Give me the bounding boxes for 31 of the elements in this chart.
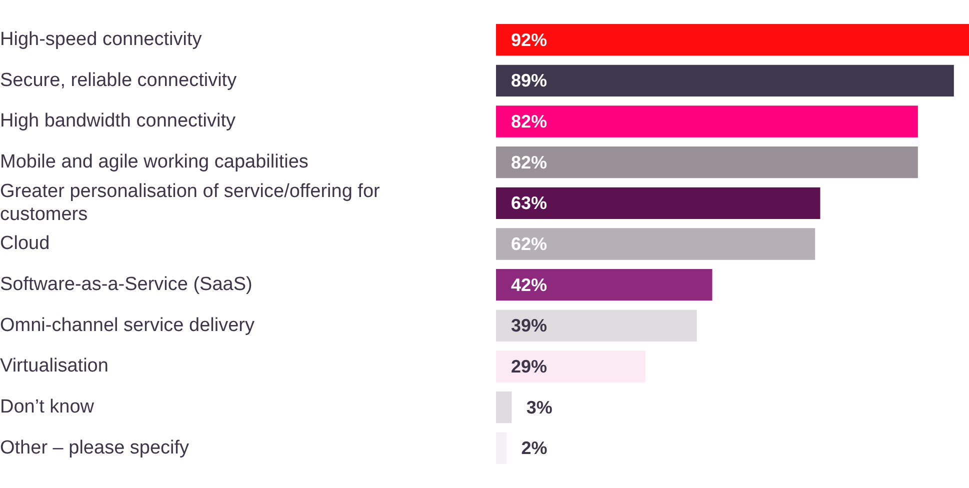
y-tick-label: High-speed connectivity: [0, 29, 202, 50]
bar: [496, 64, 954, 96]
y-tick-label: Virtualisation: [0, 356, 108, 377]
y-tick-label: Cloud: [0, 233, 50, 254]
data-label: 89%: [511, 70, 548, 91]
y-tick-label: Secure, reliable connectivity: [0, 70, 238, 91]
data-label: 82%: [511, 152, 548, 172]
data-label: 62%: [511, 234, 548, 254]
data-label: 63%: [511, 193, 548, 214]
data-label: 92%: [511, 30, 548, 50]
y-tick-label: Omni-channel service delivery: [0, 314, 255, 336]
y-tick-label: Software-as-a-Service (SaaS): [0, 274, 252, 296]
bar: [496, 310, 697, 342]
y-tick-label: Don’t know: [0, 396, 94, 418]
data-label: 82%: [511, 111, 548, 132]
bar: [496, 228, 816, 260]
y-tick-label: Mobile and agile working capabilities: [0, 152, 308, 173]
y-tick-label: High bandwidth connectivity: [0, 110, 236, 132]
bar: [496, 24, 969, 56]
data-label: 29%: [511, 356, 548, 376]
bar: [496, 146, 918, 178]
y-tick-label: Greater personalisation of service/offering for customers: [0, 181, 381, 225]
y-tick-label: Other – please specify: [0, 437, 190, 458]
bar: [496, 392, 512, 424]
bar: [496, 187, 820, 219]
data-label: 3%: [526, 397, 552, 418]
bar: [496, 269, 712, 301]
data-label: 39%: [511, 316, 548, 336]
bar: [496, 106, 918, 138]
data-label: 42%: [511, 274, 548, 295]
data-label: 2%: [521, 438, 548, 458]
